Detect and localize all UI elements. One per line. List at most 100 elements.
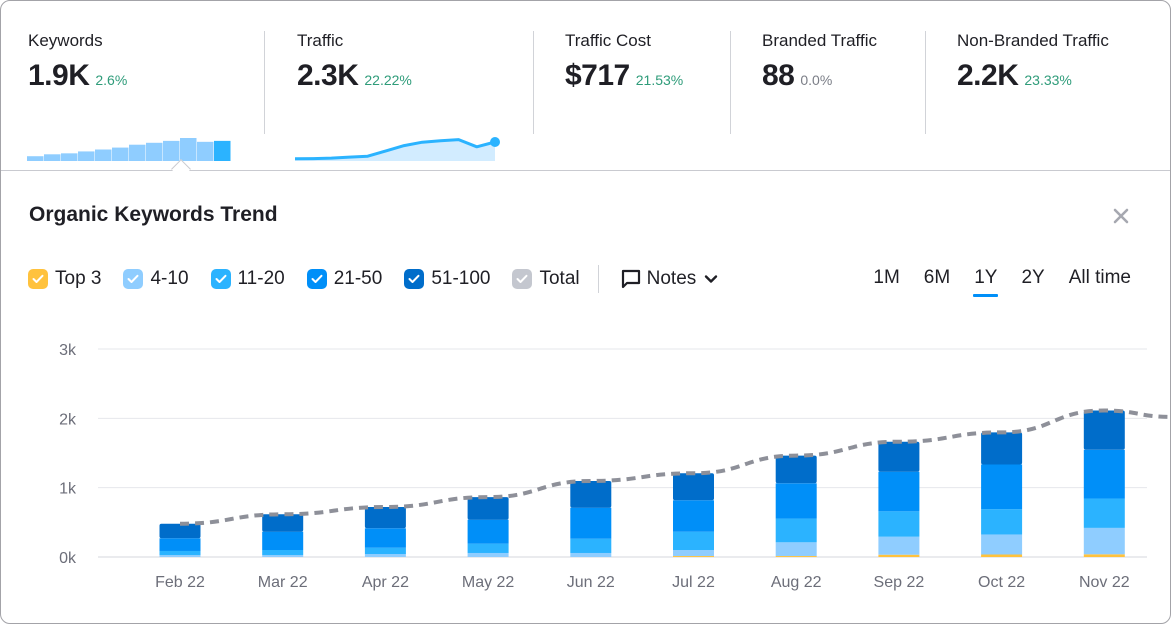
sparkline-bar <box>61 153 78 161</box>
bar-segment <box>570 481 612 508</box>
bar-segment <box>467 552 509 557</box>
checkbox[interactable] <box>404 269 425 289</box>
sparkline-bar <box>180 138 197 161</box>
legend-total[interactable]: Total <box>512 268 580 290</box>
sparkline-endpoint <box>490 137 500 147</box>
bar-segment <box>981 432 1023 465</box>
x-tick-label: Apr 22 <box>362 574 409 591</box>
metric-branded-traffic[interactable]: Branded Traffic 88 0.0% <box>762 31 877 135</box>
bar-segment <box>878 554 920 557</box>
bar-segment <box>159 523 201 539</box>
metric-label: Non-Branded Traffic <box>957 31 1109 50</box>
sparkline-line <box>295 138 496 161</box>
check-icon <box>32 274 44 283</box>
bar-segment <box>262 549 304 555</box>
series-legend: Top 3 4-10 11-20 21-50 51-100 Total Note… <box>28 265 718 293</box>
bar-segment <box>467 519 509 544</box>
checkbox[interactable] <box>210 269 231 289</box>
bar-segment <box>364 507 406 529</box>
range-all-time[interactable]: All time <box>1068 267 1131 288</box>
bar-segment <box>878 471 920 512</box>
metric-delta: 21.53% <box>635 72 684 88</box>
range-1y[interactable]: 1Y <box>973 267 999 297</box>
bar-segment <box>878 441 920 472</box>
bar-segment <box>673 531 714 550</box>
bar-segment <box>981 534 1023 555</box>
sparkline-bar <box>78 151 95 161</box>
divider <box>264 31 265 134</box>
bar-segment <box>878 511 920 537</box>
x-tick-label: Oct 22 <box>978 574 1025 591</box>
metric-keywords[interactable]: Keywords 1.9K 2.6% <box>27 31 231 161</box>
sparkline-area <box>295 139 495 161</box>
bar-segment <box>1083 498 1125 528</box>
bar-segment <box>570 552 612 557</box>
bar-segment <box>673 556 714 557</box>
check-icon <box>408 274 420 283</box>
legend-4-10[interactable]: 4-10 <box>123 268 189 290</box>
legend-21-50[interactable]: 21-50 <box>306 268 383 290</box>
divider <box>730 31 731 134</box>
sparkline-bar <box>112 147 129 161</box>
bar-segment <box>981 554 1023 557</box>
bar-segment <box>570 507 612 539</box>
metric-value: 2.2K <box>957 59 1019 92</box>
metric-delta: 2.6% <box>95 72 128 88</box>
sparkline-bar <box>129 144 146 161</box>
sparkline-bar <box>197 141 214 161</box>
x-tick-label: May 22 <box>462 574 515 591</box>
bar-segment <box>570 538 612 553</box>
checkbox[interactable] <box>123 269 144 289</box>
metric-value: 1.9K <box>28 59 90 92</box>
metric-delta: 22.22% <box>364 72 412 88</box>
legend-51-100[interactable]: 51-100 <box>404 268 490 290</box>
close-button[interactable] <box>1109 204 1133 228</box>
metric-value: 2.3K <box>297 59 359 92</box>
checkbox[interactable] <box>28 269 48 289</box>
range-1m[interactable]: 1M <box>873 267 900 288</box>
legend-label: 4-10 <box>150 268 189 289</box>
metric-value: $717 <box>565 59 630 92</box>
comment-icon <box>621 269 640 289</box>
sparkline-bar <box>214 140 231 161</box>
metric-non-branded-traffic[interactable]: Non-Branded Traffic 2.2K 23.33% <box>957 31 1109 135</box>
chevron-down-icon <box>705 275 718 283</box>
bar-segment <box>775 556 817 557</box>
bar-segment <box>262 531 304 550</box>
legend-top-3[interactable]: Top 3 <box>28 268 101 290</box>
sparkline-bar <box>27 156 44 161</box>
checkbox[interactable] <box>306 269 327 289</box>
metric-delta: 23.33% <box>1024 72 1072 88</box>
metric-traffic[interactable]: Traffic 2.3K 22.22% <box>295 31 500 161</box>
y-tick-label: 2k <box>59 411 77 428</box>
metric-traffic-cost[interactable]: Traffic Cost $717 21.53% <box>565 31 683 135</box>
bar-segment <box>1083 527 1125 555</box>
bar-segment <box>159 538 201 551</box>
metric-label: Branded Traffic <box>762 31 877 50</box>
metric-value: 88 <box>762 59 795 92</box>
notes-dropdown[interactable]: Notes <box>621 268 719 290</box>
bar-segment <box>364 554 406 557</box>
legend-11-20[interactable]: 11-20 <box>210 268 285 290</box>
legend-label: 11-20 <box>237 268 285 289</box>
legend-label: Top 3 <box>55 268 102 289</box>
divider <box>533 31 534 134</box>
x-tick-label: Mar 22 <box>258 574 308 591</box>
y-tick-label: 1k <box>59 481 77 498</box>
bar-segment <box>1083 410 1125 450</box>
bar-segment <box>981 509 1023 535</box>
date-range-tabs: 1M 6M 1Y 2Y All time <box>849 267 1131 297</box>
legend-label: Total <box>539 268 580 289</box>
keywords-sparkline <box>27 138 231 161</box>
sparkline-bar <box>95 149 112 161</box>
checkbox[interactable] <box>512 269 533 289</box>
check-icon <box>127 274 139 283</box>
range-2y[interactable]: 2Y <box>1021 267 1045 288</box>
legend-label: 21-50 <box>333 268 383 289</box>
bar-segment <box>775 542 817 557</box>
divider <box>597 265 599 293</box>
range-6m[interactable]: 6M <box>923 267 951 288</box>
bar-segment <box>775 483 817 519</box>
keywords-trend-chart: 0k 1k 2k 3k Feb 22 Mar 22 Apr 22 May 22 Jun 22 Ju… <box>59 342 1170 591</box>
metric-label: Traffic <box>297 31 344 50</box>
